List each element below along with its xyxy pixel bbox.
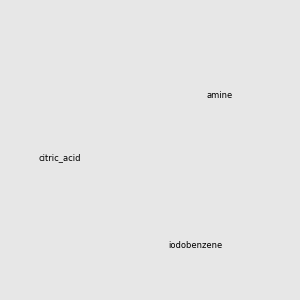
Text: citric_acid: citric_acid [39, 154, 81, 163]
Text: amine: amine [207, 91, 233, 100]
Text: iodobenzene: iodobenzene [168, 241, 222, 250]
